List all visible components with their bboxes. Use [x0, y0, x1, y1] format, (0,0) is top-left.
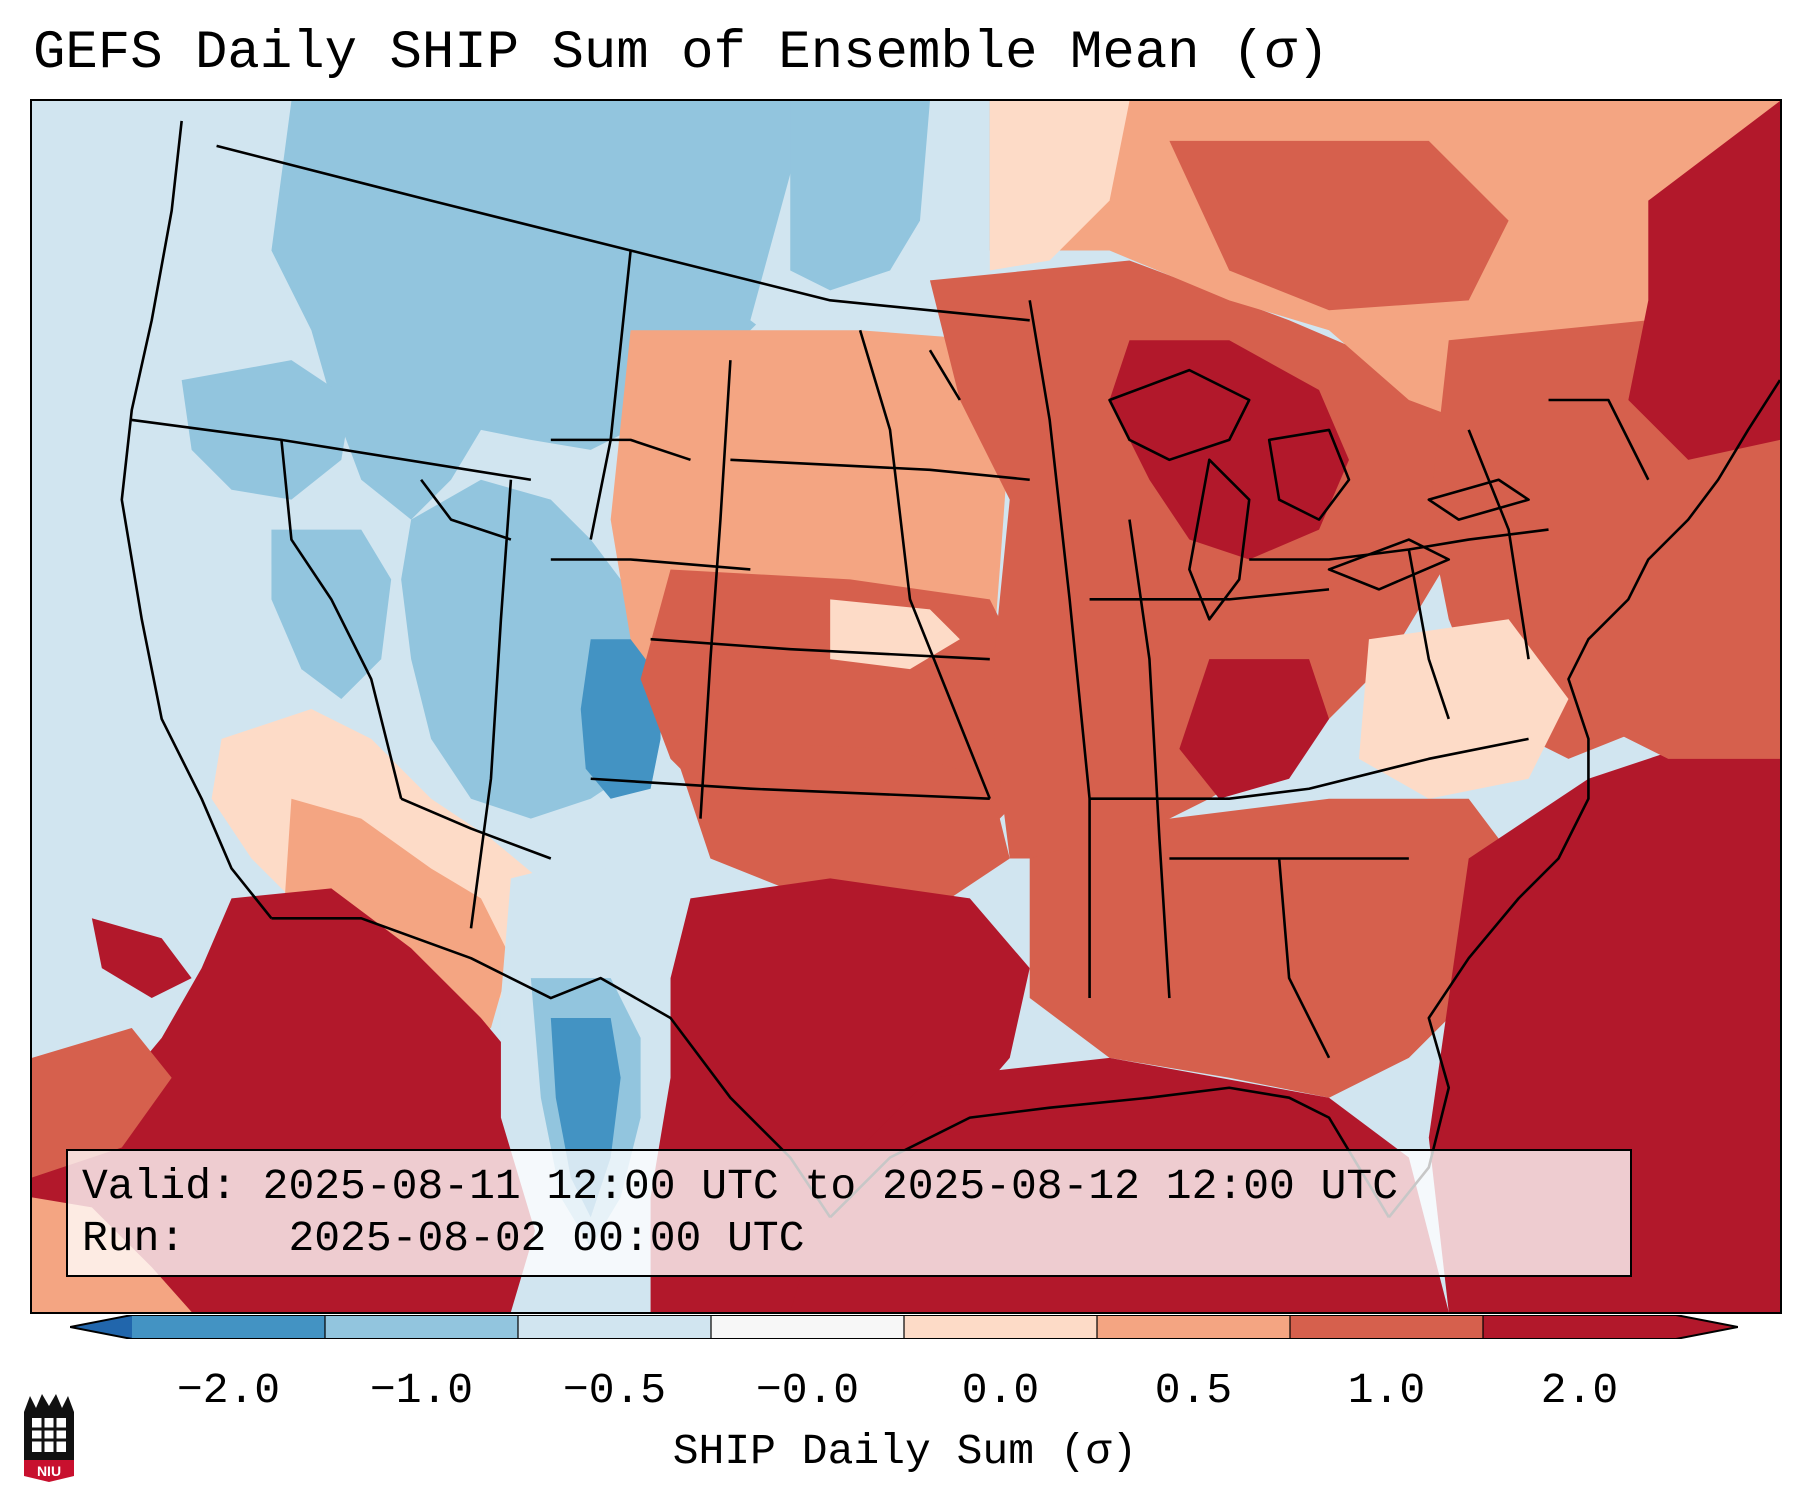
colorbar-segment: [904, 1315, 1098, 1339]
region-southeast-warm: [1029, 798, 1529, 1098]
niu-logo-icon: NIU: [20, 1390, 78, 1482]
ship-anomaly-map: [32, 101, 1780, 1312]
colorbar-under-triangle: [70, 1315, 132, 1339]
colorbar-segment: [1483, 1315, 1677, 1339]
valid-line: Valid: 2025-08-11 12:00 UTC to 2025-08-1…: [82, 1161, 1616, 1213]
colorbar-segment: [1290, 1315, 1484, 1339]
valid-run-info-box: Valid: 2025-08-11 12:00 UTC to 2025-08-1…: [66, 1149, 1632, 1277]
region-oregon-blue: [181, 360, 352, 500]
colorbar-tick-label: 0.5: [1154, 1366, 1233, 1415]
valid-key: Valid:: [82, 1162, 237, 1211]
colorbar-segment: [325, 1315, 519, 1339]
colorbar-tick-label: −0.0: [755, 1366, 860, 1415]
run-line: Run: 2025-08-02 00:00 UTC: [82, 1213, 1616, 1265]
region-pacific-red-streak: [91, 918, 192, 999]
region-canada-light: [989, 101, 1130, 271]
region-atlantic-red: [1588, 539, 1780, 759]
region-ohio-valley-red: [1179, 659, 1330, 799]
colorbar-tick-label: 2.0: [1540, 1366, 1619, 1415]
valid-value: 2025-08-11 12:00 UTC to 2025-08-12 12:00…: [262, 1162, 1399, 1211]
chart-title: GEFS Daily SHIP Sum of Ensemble Mean (σ): [33, 23, 1330, 84]
region-colorado-blue-dark: [580, 639, 661, 799]
colorbar-tick-label: 1.0: [1347, 1366, 1426, 1415]
colorbar-segment: [711, 1315, 905, 1339]
colorbar-graphic: [70, 1315, 1738, 1339]
state-boundaries: [120, 120, 1780, 1219]
colorbar-over-triangle: [1676, 1315, 1738, 1339]
region-midwest-red: [929, 260, 1469, 859]
run-key: Run:: [82, 1214, 186, 1263]
colorbar-segment: [1097, 1315, 1291, 1339]
region-oklahoma-red: [670, 738, 1010, 899]
region-canada-red: [1169, 140, 1509, 311]
colorbar-label: SHIP Daily Sum (σ): [672, 1427, 1138, 1476]
region-nd-blue: [790, 101, 930, 291]
run-value: 2025-08-02 00:00 UTC: [288, 1214, 805, 1263]
colorbar: [70, 1315, 1738, 1339]
colorbar-segment: [518, 1315, 712, 1339]
colorbar-segment: [132, 1315, 326, 1339]
colorbar-tick-label: 0.0: [961, 1366, 1040, 1415]
colorbar-tick-label: −0.5: [562, 1366, 667, 1415]
region-northern-rockies-blue: [271, 101, 811, 520]
colorbar-tick-label: −1.0: [369, 1366, 474, 1415]
region-pacific-lower-red: [32, 1027, 172, 1178]
region-virginia-lightwarm: [1358, 619, 1569, 799]
colorbar-tick-label: −2.0: [176, 1366, 281, 1415]
logo-text: NIU: [37, 1463, 61, 1479]
map-panel: [30, 99, 1782, 1314]
region-northeast-darkred: [1628, 101, 1780, 460]
